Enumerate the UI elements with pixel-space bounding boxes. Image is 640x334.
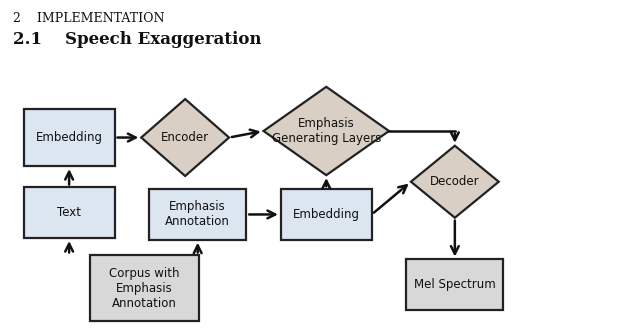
Text: Decoder: Decoder xyxy=(430,175,479,188)
Text: Embedding: Embedding xyxy=(36,131,102,144)
Text: Emphasis
Generating Layers: Emphasis Generating Layers xyxy=(271,117,381,145)
Polygon shape xyxy=(264,87,389,175)
FancyBboxPatch shape xyxy=(406,260,504,310)
FancyBboxPatch shape xyxy=(24,109,115,166)
Text: Encoder: Encoder xyxy=(161,131,209,144)
Text: Embedding: Embedding xyxy=(292,208,360,221)
FancyBboxPatch shape xyxy=(24,187,115,238)
FancyBboxPatch shape xyxy=(281,189,372,240)
Text: 2    IMPLEMENTATION: 2 IMPLEMENTATION xyxy=(13,11,164,24)
Polygon shape xyxy=(141,99,229,176)
Text: Corpus with
Emphasis
Annotation: Corpus with Emphasis Annotation xyxy=(109,267,180,310)
Text: Text: Text xyxy=(57,206,81,219)
Polygon shape xyxy=(411,146,499,218)
Text: Mel Spectrum: Mel Spectrum xyxy=(414,278,496,291)
Text: 2.1    Speech Exaggeration: 2.1 Speech Exaggeration xyxy=(13,31,261,48)
FancyBboxPatch shape xyxy=(149,189,246,240)
Text: Emphasis
Annotation: Emphasis Annotation xyxy=(165,200,230,228)
FancyBboxPatch shape xyxy=(90,256,199,321)
